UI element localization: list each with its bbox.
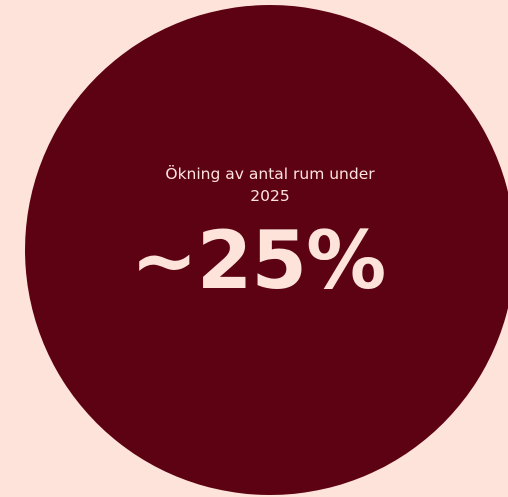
stat-label: Ökning av antal rum under 2025	[165, 165, 375, 205]
stat-block: Ökning av antal rum under 2025 ~25%	[25, 163, 508, 303]
stat-circle	[25, 5, 508, 495]
stat-value: ~25%	[130, 214, 387, 307]
